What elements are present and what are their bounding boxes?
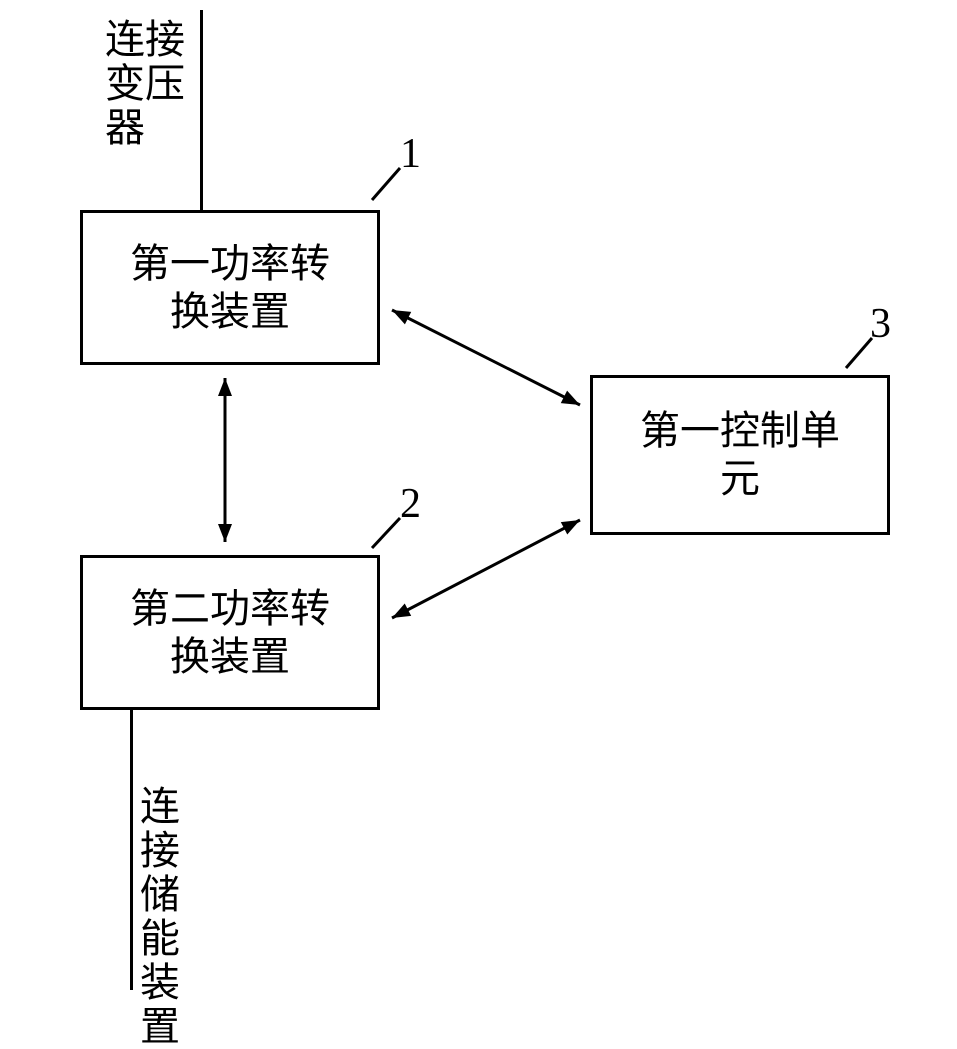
ref-number-1: 1	[400, 130, 421, 178]
box-second-power-converter: 第二功率转 换装置	[80, 555, 380, 710]
ref-number-2: 2	[400, 480, 421, 528]
box-2-text: 第二功率转 换装置	[130, 585, 330, 681]
box-first-control-unit: 第一控制单 元	[590, 375, 890, 535]
label-transformer: 连接 变压 器	[105, 18, 185, 150]
box-3-text: 第一控制单 元	[640, 407, 840, 503]
box-1-text: 第一功率转 换装置	[130, 240, 330, 336]
box-first-power-converter: 第一功率转 换装置	[80, 210, 380, 365]
diagram-canvas: 连接 变压 器 连 接 储 能 装 置 第一功率转 换装置 第二功率转 换装置 …	[0, 0, 957, 1000]
label-storage: 连 接 储 能 装 置	[140, 785, 180, 1049]
line-to-storage	[130, 710, 133, 990]
line-to-transformer	[200, 10, 203, 210]
ref-number-3: 3	[870, 300, 891, 348]
